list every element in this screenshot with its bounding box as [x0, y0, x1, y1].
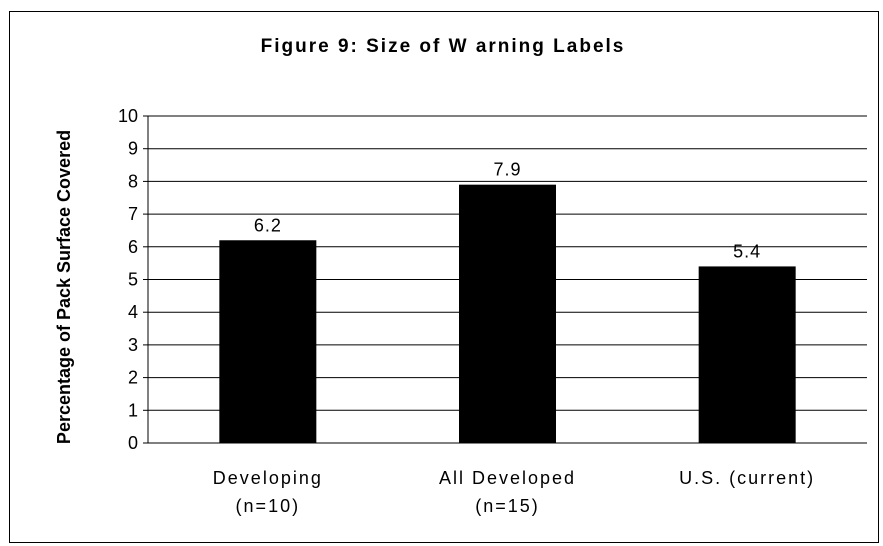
y-axis-label: Percentage of Pack Surface Covered — [54, 130, 74, 444]
bar — [698, 266, 796, 443]
category-label-line: Developing — [213, 468, 323, 488]
y-tick-label: 1 — [128, 400, 138, 420]
data-label: 7.9 — [493, 160, 521, 180]
bar — [459, 184, 556, 444]
data-label: 5.4 — [733, 241, 761, 261]
y-tick-label: 6 — [128, 237, 138, 257]
category-label: Developing (n=10) — [213, 468, 323, 516]
data-label: 6.2 — [254, 215, 282, 235]
category-label-line: (n=15) — [475, 496, 540, 516]
y-tick-label: 8 — [128, 171, 138, 191]
y-tick-label: 4 — [128, 302, 138, 322]
category-label: U.S. (current) — [679, 468, 815, 488]
category-label-line: All Developed — [439, 468, 576, 488]
bars — [219, 184, 796, 444]
labels: 0 1 2 3 4 5 6 7 8 9 10 6.2 Developing (n=10) 7.9 All De… — [118, 106, 815, 516]
y-tick-label: 3 — [128, 335, 138, 355]
chart-title: Figure 9: Size of W arning Labels — [261, 36, 626, 57]
y-tick-label: 2 — [128, 368, 138, 388]
bar — [219, 240, 317, 443]
axes — [143, 115, 867, 444]
y-tick-label: 0 — [128, 433, 138, 453]
y-tick-label: 5 — [128, 270, 138, 290]
category-label-line: U.S. (current) — [679, 468, 815, 488]
category-label: All Developed (n=15) — [439, 468, 576, 516]
y-tick-label: 10 — [118, 106, 138, 126]
y-tick-label: 7 — [128, 204, 138, 224]
y-tick-label: 9 — [128, 139, 138, 159]
category-label-line: (n=10) — [236, 496, 301, 516]
